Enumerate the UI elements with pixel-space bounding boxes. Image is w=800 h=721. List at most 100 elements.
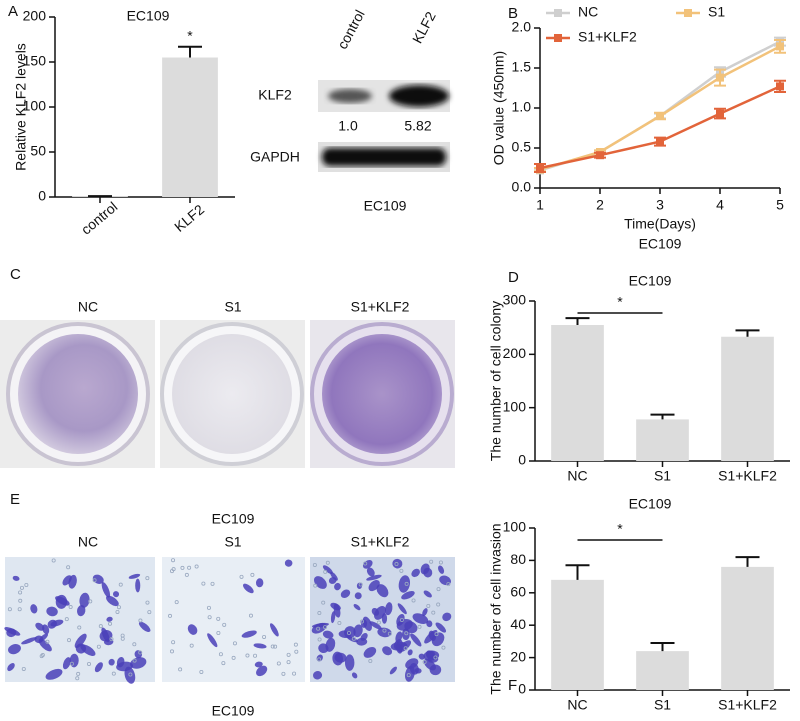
error-bar — [565, 317, 590, 325]
cell — [418, 653, 425, 660]
cell — [243, 583, 254, 594]
cell — [420, 563, 430, 575]
y-tick-label: 40 — [510, 616, 526, 632]
chart-title: EC109 — [629, 273, 672, 289]
bar — [551, 579, 604, 690]
pore — [276, 661, 281, 666]
y-tick-label: 0.0 — [512, 179, 532, 195]
pore — [111, 671, 116, 676]
significance: * — [617, 521, 623, 537]
panel-title: EC109 — [212, 511, 255, 527]
y-tick-label: 1.5 — [512, 59, 532, 75]
cell — [30, 604, 38, 614]
pore — [286, 652, 291, 657]
cell — [45, 668, 63, 680]
cell — [112, 591, 120, 598]
pore — [404, 631, 409, 636]
pore — [433, 655, 438, 660]
pore — [7, 607, 12, 612]
x-tick-label: S1 — [654, 697, 671, 713]
pore — [210, 581, 215, 586]
x-tick-label: 4 — [716, 197, 724, 213]
cell — [75, 643, 87, 654]
x-tick-label: NC — [567, 697, 587, 713]
cell — [395, 631, 403, 643]
cell — [401, 590, 415, 600]
band — [389, 85, 449, 107]
y-tick-label: 50 — [30, 143, 46, 159]
dish-well — [18, 334, 138, 454]
pore — [66, 565, 71, 570]
error-bar — [650, 642, 675, 652]
pore — [109, 637, 114, 642]
cell — [353, 624, 363, 638]
marker — [656, 137, 664, 146]
pore — [128, 672, 133, 677]
pore — [194, 564, 199, 569]
pore — [317, 637, 322, 642]
pore — [253, 653, 258, 658]
pore — [325, 560, 330, 565]
pore — [446, 582, 451, 587]
pore — [429, 559, 434, 564]
cell — [344, 654, 355, 671]
cell — [325, 637, 336, 652]
error-bar — [650, 413, 675, 420]
pore — [199, 669, 204, 674]
pore — [323, 625, 328, 630]
pore — [431, 610, 436, 615]
chart-title: EC109 — [629, 496, 672, 512]
pore — [51, 558, 56, 563]
pore — [88, 599, 93, 604]
pore — [115, 609, 120, 614]
cell — [422, 608, 428, 617]
cell — [398, 640, 412, 653]
pore — [399, 617, 404, 622]
pore — [218, 652, 223, 657]
cell — [62, 657, 71, 670]
error-bar — [565, 564, 590, 580]
marker — [716, 109, 724, 118]
y-tick-label: 200 — [503, 345, 527, 361]
marker — [656, 112, 664, 120]
cell — [108, 658, 115, 666]
pore — [316, 626, 321, 631]
marker — [716, 73, 724, 82]
column-label: NC — [78, 534, 98, 550]
pore — [359, 619, 364, 624]
pore — [108, 621, 113, 626]
pore — [222, 622, 227, 627]
series-line — [539, 85, 781, 170]
pore — [286, 660, 291, 665]
cell — [47, 619, 57, 629]
pore — [292, 671, 297, 676]
cell — [253, 643, 267, 649]
pore — [138, 650, 143, 655]
pore — [317, 657, 322, 662]
x-tick-label: KLF2 — [171, 201, 207, 235]
ratio: 5.82 — [404, 118, 431, 134]
row-label: KLF2 — [258, 87, 292, 103]
pore — [178, 667, 183, 672]
cell — [427, 655, 439, 663]
marker — [596, 151, 604, 160]
y-tick-label: 150 — [23, 53, 47, 69]
y-tick-label: 100 — [23, 98, 47, 114]
pore — [118, 582, 123, 587]
bar — [636, 419, 689, 461]
pore — [77, 625, 82, 630]
pore — [40, 653, 45, 658]
error-bar — [178, 45, 202, 58]
cell — [424, 630, 438, 644]
marker — [776, 42, 784, 51]
y-tick-label: 200 — [23, 8, 47, 24]
pore — [317, 611, 322, 616]
pore — [426, 604, 431, 609]
pore — [436, 602, 441, 607]
cell — [312, 622, 329, 628]
pore — [351, 636, 356, 641]
pore — [187, 565, 192, 570]
pore — [19, 585, 24, 590]
pore — [404, 581, 409, 586]
